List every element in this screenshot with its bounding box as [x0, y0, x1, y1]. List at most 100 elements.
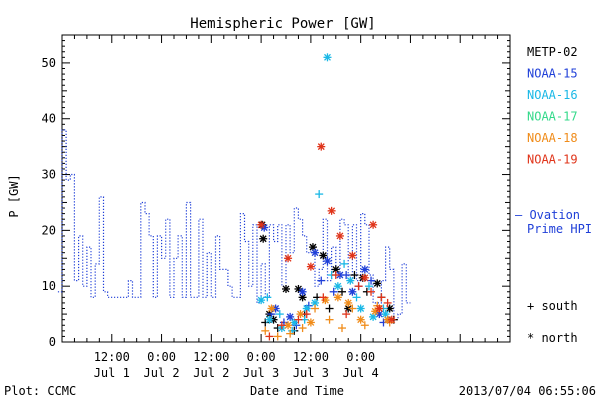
- legend-ovation-line2: Prime HPI: [527, 222, 592, 236]
- north-point: [308, 243, 317, 252]
- north-point: [333, 293, 342, 302]
- x-tick-label-time: 0:00: [147, 350, 176, 364]
- south-point: [331, 271, 340, 280]
- north-point: [323, 257, 332, 266]
- south-point: [367, 287, 376, 296]
- legend-satellite-noaa-16: NOAA-16: [527, 88, 578, 102]
- north-point: [373, 279, 382, 288]
- south-point: [352, 293, 361, 302]
- south-point: [261, 318, 270, 327]
- north-point: [344, 298, 353, 307]
- y-tick-label: 0: [49, 335, 56, 349]
- x-tick-label-date: Jul 4: [343, 366, 379, 380]
- north-point: [311, 248, 320, 257]
- south-point: [319, 293, 328, 302]
- north-point: [286, 312, 295, 321]
- x-tick-label-date: Jul 3: [243, 366, 279, 380]
- x-tick-label-time: 12:00: [293, 350, 329, 364]
- south-point: [350, 271, 359, 280]
- south-point: [377, 293, 386, 302]
- north-point: [323, 53, 332, 62]
- south-point: [338, 287, 346, 296]
- legend-satellite-noaa-17: NOAA-17: [527, 110, 578, 124]
- south-point: [325, 315, 334, 324]
- north-point: [294, 284, 303, 293]
- y-tick-label: 40: [42, 112, 56, 126]
- ovation-step-line: [57, 129, 411, 321]
- south-point: [263, 293, 272, 302]
- north-point: [356, 315, 365, 324]
- south-point: [325, 304, 334, 313]
- satellite-points: [257, 53, 398, 341]
- legend-south: + south: [527, 299, 578, 313]
- south-point: [364, 282, 373, 291]
- legend-satellite-noaa-15: NOAA-15: [527, 67, 578, 81]
- north-point: [257, 220, 266, 229]
- south-point: [315, 190, 324, 199]
- north-point: [265, 315, 274, 324]
- legend-satellite-noaa-18: NOAA-18: [527, 131, 578, 145]
- north-point: [387, 315, 396, 324]
- y-tick-label: 50: [42, 56, 56, 70]
- north-point: [298, 287, 307, 296]
- north-point: [284, 254, 293, 263]
- south-point: [340, 259, 349, 268]
- south-point: [360, 321, 369, 330]
- north-point: [257, 296, 266, 305]
- north-point: [333, 282, 342, 291]
- x-tick-label-date: Jul 2: [193, 366, 229, 380]
- south-point: [261, 326, 270, 335]
- north-point: [371, 307, 380, 316]
- north-point: [360, 265, 369, 274]
- south-point: [286, 329, 295, 338]
- x-tick-label-date: Jul 1: [94, 366, 130, 380]
- y-axis-ticks: 0 10 20 30 40 50: [42, 34, 510, 349]
- north-point: [346, 276, 355, 285]
- north-point: [375, 304, 384, 313]
- north-point: [317, 142, 326, 151]
- legend-north: * north: [527, 331, 578, 345]
- south-point: [298, 324, 307, 333]
- south-point: [338, 324, 346, 333]
- south-point: [311, 304, 320, 313]
- legend-ovation-line1: — Ovation: [515, 208, 580, 222]
- north-point: [348, 287, 357, 296]
- x-axis-ticks: 12:00 Jul 1 0:00 Jul 2 12:00 Jul 2 0:00 Jul 3 12…: [61, 35, 511, 380]
- legend-satellite-metp-02: METP-02: [527, 45, 578, 59]
- south-point: [354, 282, 363, 291]
- north-point: [290, 318, 299, 327]
- north-point: [306, 318, 315, 327]
- north-point: [360, 273, 369, 282]
- south-point: [273, 332, 282, 341]
- north-point: [327, 206, 336, 215]
- y-tick-label: 10: [42, 279, 56, 293]
- x-tick-label-time: 0:00: [247, 350, 276, 364]
- south-point: [317, 276, 326, 285]
- south-point: [367, 276, 376, 285]
- south-point: [294, 315, 303, 324]
- north-point: [335, 231, 344, 240]
- north-point: [282, 284, 290, 293]
- north-point: [348, 251, 357, 260]
- footer-right: 2013/07/04 06:55:06: [459, 384, 596, 398]
- south-point: [342, 310, 351, 319]
- plot-frame: [61, 34, 511, 343]
- south-point: [275, 310, 284, 319]
- south-point: [265, 332, 274, 341]
- south-point: [342, 271, 351, 280]
- x-tick-label-date: Jul 2: [143, 366, 179, 380]
- x-axis-label: Date and Time: [250, 384, 344, 398]
- y-tick-label: 20: [42, 223, 56, 237]
- south-point: [329, 287, 338, 296]
- x-tick-label-time: 0:00: [346, 350, 375, 364]
- legend-satellite-noaa-19: NOAA-19: [527, 153, 578, 167]
- south-point: [348, 304, 357, 313]
- south-point: [383, 298, 392, 307]
- x-tick-label-time: 12:00: [193, 350, 229, 364]
- ovation-series: [57, 129, 411, 321]
- south-point: [302, 310, 311, 319]
- north-point: [259, 234, 268, 243]
- footer-left: Plot: CCMC: [4, 384, 76, 398]
